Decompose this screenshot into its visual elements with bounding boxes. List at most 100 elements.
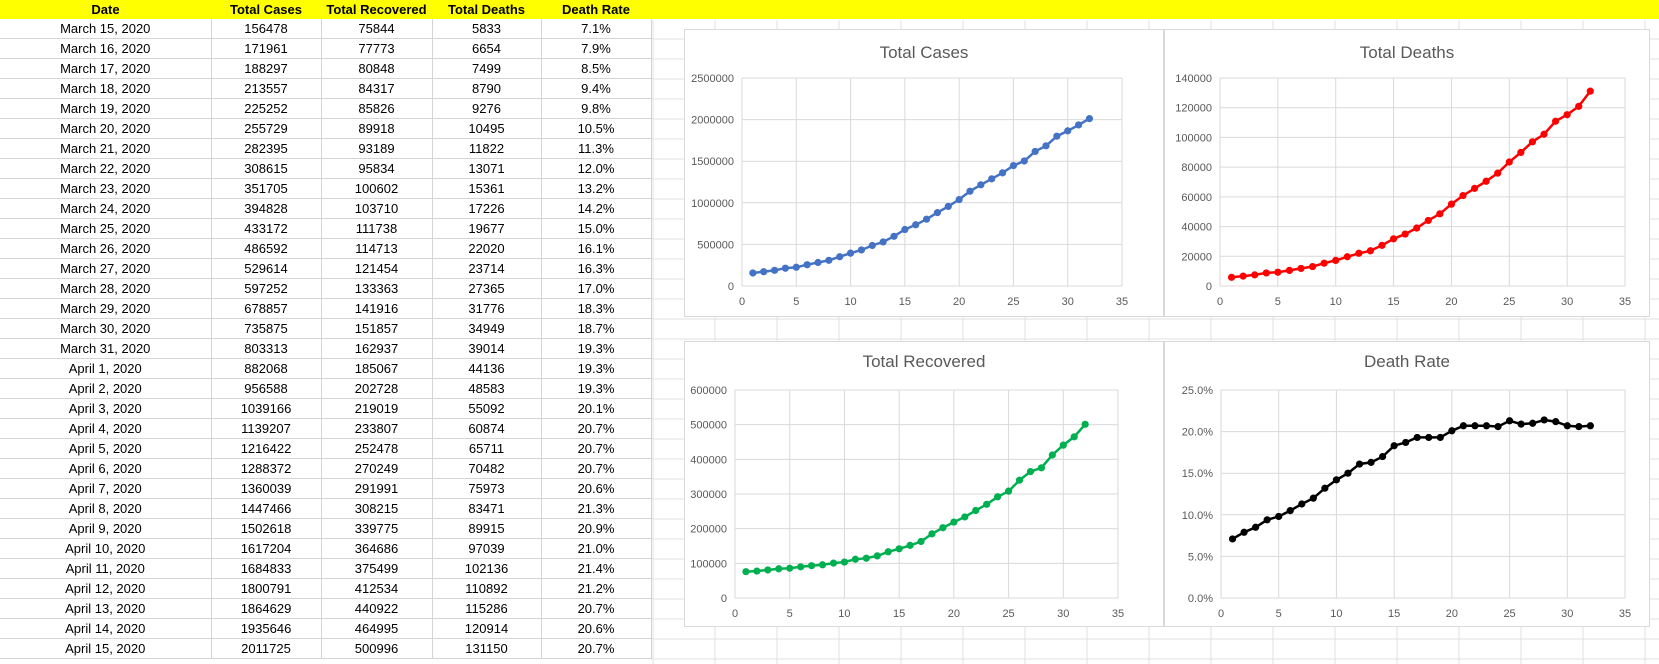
cell-total-recovered[interactable]: 89918 bbox=[321, 118, 433, 139]
cell-death-rate[interactable]: 16.3% bbox=[541, 258, 652, 279]
cell-total-cases[interactable]: 225252 bbox=[211, 98, 322, 119]
cell-date[interactable]: April 10, 2020 bbox=[0, 538, 212, 559]
cell-total-recovered[interactable]: 339775 bbox=[321, 518, 433, 539]
cell-total-recovered[interactable]: 308215 bbox=[321, 498, 433, 519]
cell-death-rate[interactable]: 18.7% bbox=[541, 318, 652, 339]
cell-total-cases[interactable]: 1216422 bbox=[211, 438, 322, 459]
cell-date[interactable]: April 15, 2020 bbox=[0, 638, 212, 659]
cell-total-deaths[interactable]: 120914 bbox=[432, 618, 542, 639]
cell-total-recovered[interactable]: 500996 bbox=[321, 638, 433, 659]
cell-total-recovered[interactable]: 80848 bbox=[321, 58, 433, 79]
cell-death-rate[interactable]: 20.6% bbox=[541, 618, 652, 639]
cell-total-recovered[interactable]: 219019 bbox=[321, 398, 433, 419]
cell-total-deaths[interactable]: 70482 bbox=[432, 458, 542, 479]
cell-date[interactable]: March 28, 2020 bbox=[0, 278, 212, 299]
cell-date[interactable]: March 29, 2020 bbox=[0, 298, 212, 319]
cell-death-rate[interactable]: 9.8% bbox=[541, 98, 652, 119]
cell-death-rate[interactable]: 21.3% bbox=[541, 498, 652, 519]
cell-date[interactable]: March 18, 2020 bbox=[0, 78, 212, 99]
cell-total-deaths[interactable]: 97039 bbox=[432, 538, 542, 559]
cell-death-rate[interactable]: 21.0% bbox=[541, 538, 652, 559]
cell-death-rate[interactable]: 15.0% bbox=[541, 218, 652, 239]
cell-total-recovered[interactable]: 233807 bbox=[321, 418, 433, 439]
cell-total-recovered[interactable]: 464995 bbox=[321, 618, 433, 639]
cell-total-cases[interactable]: 171961 bbox=[211, 38, 322, 59]
cell-total-deaths[interactable]: 17226 bbox=[432, 198, 542, 219]
cell-total-cases[interactable]: 351705 bbox=[211, 178, 322, 199]
cell-total-recovered[interactable]: 252478 bbox=[321, 438, 433, 459]
cell-death-rate[interactable]: 19.3% bbox=[541, 338, 652, 359]
cell-date[interactable]: April 3, 2020 bbox=[0, 398, 212, 419]
cell-total-deaths[interactable]: 102136 bbox=[432, 558, 542, 579]
cell-total-recovered[interactable]: 93189 bbox=[321, 138, 433, 159]
cell-death-rate[interactable]: 17.0% bbox=[541, 278, 652, 299]
total-cases-chart[interactable]: 0 500000 1000000 1500000 2000000 2500000 0 5 10 1… bbox=[684, 29, 1164, 317]
cell-death-rate[interactable]: 20.7% bbox=[541, 638, 652, 659]
cell-death-rate[interactable]: 9.4% bbox=[541, 78, 652, 99]
cell-total-deaths[interactable]: 131150 bbox=[432, 638, 542, 659]
cell-total-deaths[interactable]: 83471 bbox=[432, 498, 542, 519]
cell-total-cases[interactable]: 282395 bbox=[211, 138, 322, 159]
cell-total-deaths[interactable]: 11822 bbox=[432, 138, 542, 159]
cell-total-cases[interactable]: 1447466 bbox=[211, 498, 322, 519]
cell-total-deaths[interactable]: 8790 bbox=[432, 78, 542, 99]
total-deaths-chart[interactable]: 0 20000 40000 60000 80000 100000 120000 140000 0… bbox=[1164, 29, 1650, 317]
cell-total-deaths[interactable]: 110892 bbox=[432, 578, 542, 599]
cell-total-cases[interactable]: 1502618 bbox=[211, 518, 322, 539]
cell-total-recovered[interactable]: 111738 bbox=[321, 218, 433, 239]
cell-date[interactable]: March 16, 2020 bbox=[0, 38, 212, 59]
cell-date[interactable]: March 31, 2020 bbox=[0, 338, 212, 359]
cell-total-recovered[interactable]: 141916 bbox=[321, 298, 433, 319]
cell-total-deaths[interactable]: 31776 bbox=[432, 298, 542, 319]
cell-total-cases[interactable]: 678857 bbox=[211, 298, 322, 319]
cell-total-cases[interactable]: 2011725 bbox=[211, 638, 322, 659]
cell-date[interactable]: March 23, 2020 bbox=[0, 178, 212, 199]
cell-total-deaths[interactable]: 48583 bbox=[432, 378, 542, 399]
cell-total-deaths[interactable]: 115286 bbox=[432, 598, 542, 619]
cell-total-cases[interactable]: 956588 bbox=[211, 378, 322, 399]
cell-total-recovered[interactable]: 121454 bbox=[321, 258, 433, 279]
cell-total-cases[interactable]: 156478 bbox=[211, 19, 322, 39]
cell-date[interactable]: April 13, 2020 bbox=[0, 598, 212, 619]
cell-total-deaths[interactable]: 75973 bbox=[432, 478, 542, 499]
cell-total-deaths[interactable]: 23714 bbox=[432, 258, 542, 279]
cell-total-deaths[interactable]: 15361 bbox=[432, 178, 542, 199]
cell-death-rate[interactable]: 14.2% bbox=[541, 198, 652, 219]
cell-death-rate[interactable]: 21.2% bbox=[541, 578, 652, 599]
cell-date[interactable]: April 9, 2020 bbox=[0, 518, 212, 539]
header-total-cases[interactable]: Total Cases bbox=[211, 0, 321, 19]
cell-date[interactable]: March 19, 2020 bbox=[0, 98, 212, 119]
header-total-deaths[interactable]: Total Deaths bbox=[432, 0, 541, 19]
cell-total-cases[interactable]: 394828 bbox=[211, 198, 322, 219]
cell-total-deaths[interactable]: 19677 bbox=[432, 218, 542, 239]
cell-date[interactable]: March 25, 2020 bbox=[0, 218, 212, 239]
cell-total-recovered[interactable]: 100602 bbox=[321, 178, 433, 199]
cell-date[interactable]: April 14, 2020 bbox=[0, 618, 212, 639]
cell-total-cases[interactable]: 1684833 bbox=[211, 558, 322, 579]
cell-total-deaths[interactable]: 55092 bbox=[432, 398, 542, 419]
cell-death-rate[interactable]: 7.9% bbox=[541, 38, 652, 59]
cell-total-cases[interactable]: 1864629 bbox=[211, 598, 322, 619]
cell-total-recovered[interactable]: 440922 bbox=[321, 598, 433, 619]
cell-total-recovered[interactable]: 412534 bbox=[321, 578, 433, 599]
cell-total-recovered[interactable]: 364686 bbox=[321, 538, 433, 559]
cell-total-cases[interactable]: 433172 bbox=[211, 218, 322, 239]
cell-date[interactable]: April 1, 2020 bbox=[0, 358, 212, 379]
cell-death-rate[interactable]: 20.7% bbox=[541, 418, 652, 439]
cell-total-recovered[interactable]: 85826 bbox=[321, 98, 433, 119]
cell-date[interactable]: April 4, 2020 bbox=[0, 418, 212, 439]
cell-total-cases[interactable]: 597252 bbox=[211, 278, 322, 299]
cell-total-deaths[interactable]: 39014 bbox=[432, 338, 542, 359]
cell-date[interactable]: March 15, 2020 bbox=[0, 19, 212, 39]
cell-total-cases[interactable]: 1288372 bbox=[211, 458, 322, 479]
cell-total-cases[interactable]: 803313 bbox=[211, 338, 322, 359]
cell-date[interactable]: March 21, 2020 bbox=[0, 138, 212, 159]
cell-date[interactable]: April 12, 2020 bbox=[0, 578, 212, 599]
cell-death-rate[interactable]: 12.0% bbox=[541, 158, 652, 179]
cell-total-recovered[interactable]: 270249 bbox=[321, 458, 433, 479]
cell-date[interactable]: March 22, 2020 bbox=[0, 158, 212, 179]
cell-death-rate[interactable]: 19.3% bbox=[541, 378, 652, 399]
header-date[interactable]: Date bbox=[0, 0, 211, 19]
cell-date[interactable]: March 20, 2020 bbox=[0, 118, 212, 139]
cell-total-cases[interactable]: 1800791 bbox=[211, 578, 322, 599]
